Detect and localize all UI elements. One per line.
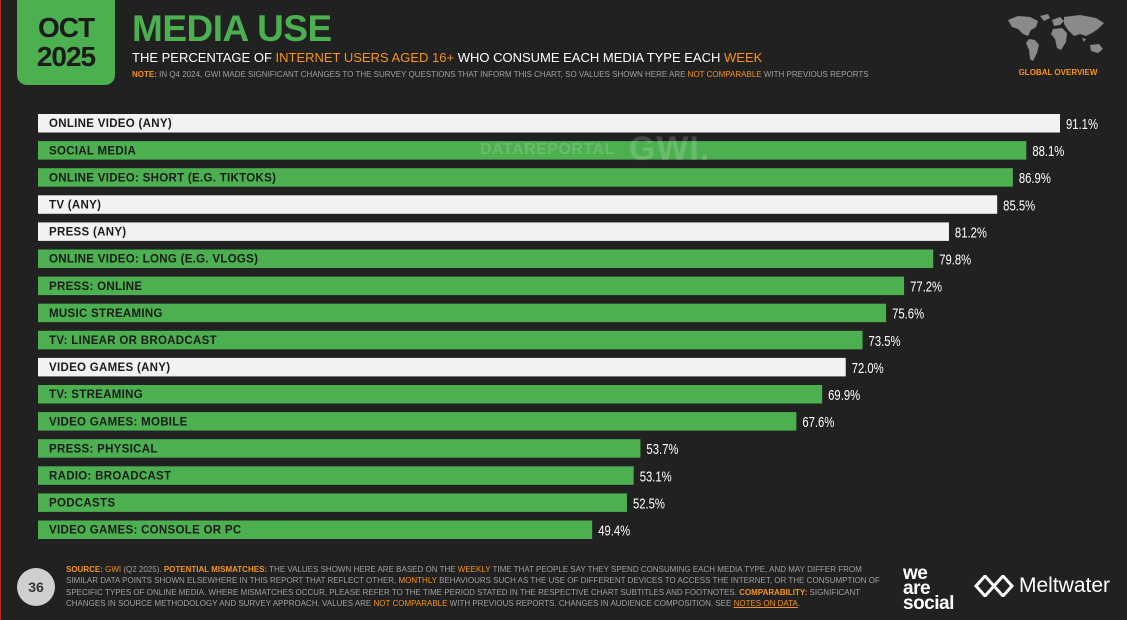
bar-15 — [38, 520, 593, 539]
page-subtitle: THE PERCENTAGE OF INTERNET USERS AGED 16… — [132, 50, 762, 65]
date-badge: OCT 2025 — [17, 0, 115, 85]
media-use-bar-chart: ONLINE VIDEO (ANY) 91.1% SOCIAL MEDIA 88.1%… — [38, 114, 1098, 540]
value-label-8: 73.5% — [869, 333, 901, 350]
category-label-9: VIDEO GAMES (ANY) — [49, 362, 170, 374]
source-org: GWI — [105, 565, 122, 574]
meltwater-mark-icon — [974, 575, 1014, 597]
value-label-5: 79.8% — [939, 252, 971, 269]
bar-12 — [38, 439, 641, 458]
subtitle-pre: THE PERCENTAGE OF — [132, 50, 276, 65]
mismatch-text-b: TIME THAT PEOPLE SAY THEY SPEND CONSUMIN… — [66, 565, 862, 586]
category-label-7: MUSIC STREAMING — [49, 308, 163, 320]
mismatch-text-c: BEHAVIOURS SUCH AS THE USE OF DIFFERENT … — [66, 576, 880, 597]
meltwater-wordmark: Meltwater — [1019, 574, 1111, 597]
value-label-7: 75.6% — [892, 306, 924, 323]
logo-line-social: social — [903, 593, 954, 614]
we-are-social-logo: we are social — [903, 563, 954, 614]
logo-line-are: are — [903, 578, 931, 599]
category-label-12: PRESS: PHYSICAL — [49, 443, 158, 455]
world-map-icon — [1008, 14, 1104, 61]
left-edge-line — [0, 0, 1, 620]
meltwater-logo: Meltwater — [974, 574, 1110, 598]
value-label-14: 52.5% — [633, 495, 665, 512]
value-label-3: 85.5% — [1003, 197, 1035, 214]
bar-2 — [38, 168, 1013, 187]
value-label-0: 91.1% — [1066, 116, 1098, 133]
mismatch-text-a: THE VALUES SHOWN HERE ARE BASED ON THE — [267, 565, 458, 574]
bar-11 — [38, 412, 797, 431]
bar-6 — [38, 276, 905, 296]
value-label-10: 69.9% — [828, 387, 860, 404]
category-label-1: SOCIAL MEDIA — [49, 145, 136, 157]
note-text: IN Q4 2024, GWI MADE SIGNIFICANT CHANGES… — [156, 70, 688, 79]
region-label: GLOBAL OVERVIEW — [1018, 68, 1098, 77]
badge-year: 2025 — [36, 41, 96, 72]
value-label-2: 86.9% — [1019, 170, 1051, 187]
bar-4 — [38, 222, 949, 241]
chart-note: NOTE: IN Q4 2024, GWI MADE SIGNIFICANT C… — [132, 70, 869, 79]
source-footnote: SOURCE: GWI (Q2 2025). POTENTIAL MISMATC… — [66, 564, 886, 609]
bar-10 — [38, 385, 823, 404]
category-label-5: ONLINE VIDEO: LONG (E.G. VLOGS) — [49, 254, 258, 266]
value-label-1: 88.1% — [1032, 143, 1064, 160]
comparability-label: COMPARABILITY: — [739, 587, 808, 597]
category-label-10: TV: STREAMING — [49, 389, 143, 401]
not-comparable-highlight: NOT COMPARABLE — [373, 598, 448, 608]
comparability-text-b: WITH PREVIOUS REPORTS. CHANGES IN AUDIEN… — [447, 598, 734, 608]
badge-month: OCT — [37, 12, 95, 43]
page-title: MEDIA USE — [132, 8, 332, 49]
comparability-text-a: SIGNIFICANT CHANGES IN SOURCE METHODOLOG… — [66, 587, 861, 608]
source-period: (Q2 2025). — [121, 565, 164, 574]
bar-8 — [38, 330, 863, 350]
category-label-2: ONLINE VIDEO: SHORT (E.G. TIKTOKS) — [49, 172, 276, 184]
bar-0 — [38, 114, 1060, 133]
page-number: 36 — [17, 568, 55, 606]
mismatch-label: POTENTIAL MISMATCHES: — [163, 565, 268, 574]
category-label-6: PRESS: ONLINE — [49, 281, 142, 293]
bar-7 — [38, 303, 887, 323]
category-label-14: PODCASTS — [49, 498, 115, 510]
subtitle-highlight-week: WEEK — [724, 50, 763, 65]
bar-9 — [38, 357, 846, 377]
logo-line-we: we — [903, 563, 928, 584]
category-label-3: TV (ANY) — [49, 200, 101, 212]
category-label-13: RADIO: BROADCAST — [49, 471, 171, 483]
footnote-end: . — [797, 598, 800, 608]
bar-5 — [38, 249, 934, 268]
bar-13 — [38, 466, 634, 485]
value-label-15: 49.4% — [598, 523, 630, 540]
weekly-highlight: WEEKLY — [457, 565, 491, 574]
bar-14 — [38, 493, 627, 512]
subtitle-highlight-audience: INTERNET USERS AGED 16+ — [275, 50, 455, 65]
category-label-15: VIDEO GAMES: CONSOLE OR PC — [49, 525, 241, 537]
value-label-11: 67.6% — [802, 414, 834, 431]
note-highlight: NOT COMPARABLE — [687, 70, 762, 79]
value-label-9: 72.0% — [852, 360, 884, 377]
category-label-11: VIDEO GAMES: MOBILE — [49, 416, 188, 428]
value-label-13: 53.1% — [640, 468, 672, 485]
value-label-12: 53.7% — [646, 441, 678, 458]
monthly-highlight: MONTHLY — [398, 576, 437, 586]
value-label-4: 81.2% — [955, 224, 987, 241]
value-label-6: 77.2% — [910, 279, 942, 296]
note-label: NOTE: — [132, 70, 157, 79]
bar-3 — [38, 195, 998, 214]
note-tail: WITH PREVIOUS REPORTS — [761, 70, 869, 79]
notes-on-data-link[interactable]: NOTES ON DATA — [733, 598, 798, 608]
subtitle-mid: WHO CONSUME EACH MEDIA TYPE EACH — [454, 50, 724, 65]
category-label-8: TV: LINEAR OR BROADCAST — [49, 335, 217, 347]
category-label-4: PRESS (ANY) — [49, 227, 126, 239]
source-label: SOURCE: — [66, 565, 103, 574]
bar-1 — [38, 141, 1027, 160]
category-label-0: ONLINE VIDEO (ANY) — [49, 118, 172, 130]
